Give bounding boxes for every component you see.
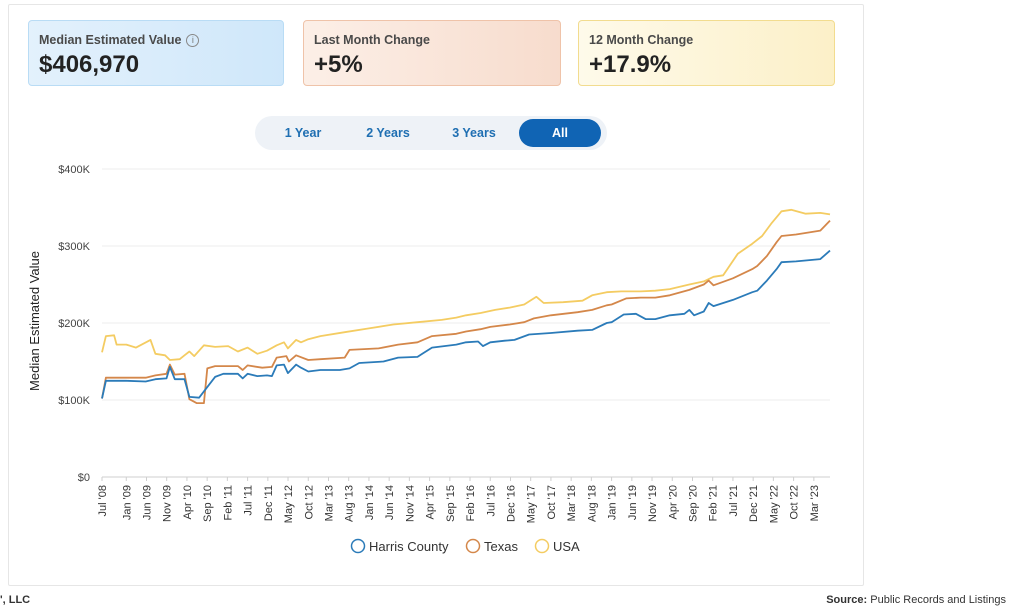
median-value-card: Median Estimated Value i $406,970: [28, 20, 284, 86]
last-month-change-card: Last Month Change +5%: [303, 20, 561, 86]
range-1-year-button[interactable]: 1 Year: [284, 126, 322, 140]
x-tick-label: May '22: [768, 485, 780, 523]
last-month-change-value: +5%: [314, 51, 363, 78]
range-2-years-button[interactable]: 2 Years: [366, 126, 410, 140]
x-tick-label: Oct '12: [303, 485, 315, 520]
footer-credit: ', LLC: [0, 594, 31, 606]
legend-label: Harris County: [369, 539, 449, 554]
x-tick-label: Nov '14: [404, 485, 416, 522]
x-tick-label: Jan '14: [364, 485, 376, 520]
range-all-button[interactable]: All: [519, 119, 601, 147]
x-tick-label: Jul '11: [243, 485, 255, 516]
x-tick-label: May '17: [526, 485, 538, 523]
x-tick-label: Oct '22: [789, 485, 801, 520]
x-tick-label: Oct '17: [546, 485, 558, 520]
x-tick-label: Aug '13: [344, 485, 356, 522]
series-line-harris-county: [101, 249, 831, 399]
x-tick-label: Feb '21: [708, 485, 720, 521]
line-chart: $0 $100K $200K $300K $400K Median Estimated V…: [27, 164, 831, 554]
x-tick-label: Sep '10: [202, 485, 214, 522]
median-value: $406,970: [39, 51, 140, 78]
x-tick-label: Jun '19: [627, 485, 639, 520]
series-line-texas: [101, 219, 831, 404]
x-tick-label: Dec '11: [263, 485, 275, 521]
x-tick-label: Apr '15: [425, 485, 437, 520]
footer-source: Source: Public Records and Listings: [826, 594, 1006, 606]
x-tick-label: Jul '16: [485, 485, 497, 516]
range-3-years-button[interactable]: 3 Years: [452, 126, 496, 140]
x-tick-label: Feb '11: [222, 485, 234, 521]
source-text: Public Records and Listings: [870, 594, 1006, 606]
x-tick-label: Sep '15: [445, 485, 457, 522]
range-toggle: 1 Year 2 Years 3 Years All: [255, 116, 607, 150]
x-tick-label: Mar '18: [566, 485, 578, 521]
x-tick-label: Dec '21: [748, 485, 760, 522]
x-tick-label: Aug '18: [586, 485, 598, 522]
x-tick-label: Jan '19: [607, 485, 619, 520]
twelve-month-change-card: 12 Month Change +17.9%: [578, 20, 835, 86]
legend-label: Texas: [484, 539, 518, 554]
x-tick-label: Jun '09: [142, 485, 154, 520]
median-value-label: Median Estimated Value: [39, 33, 182, 47]
y-axis-label: Median Estimated Value: [27, 251, 42, 391]
x-tick-label: Sep '20: [688, 485, 700, 522]
y-tick-label: $0: [78, 472, 90, 484]
x-tick-label: Feb '16: [465, 485, 477, 521]
source-label: Source:: [826, 594, 868, 606]
info-icon[interactable]: i: [186, 33, 200, 47]
legend-marker: [350, 538, 366, 554]
y-tick-label: $100K: [58, 395, 90, 407]
twelve-month-change-label: 12 Month Change: [589, 33, 694, 47]
y-tick-label: $400K: [58, 164, 90, 176]
twelve-month-change-value: +17.9%: [589, 51, 672, 78]
legend-marker: [465, 538, 481, 554]
x-tick-label: May '12: [283, 485, 295, 523]
last-month-change-label: Last Month Change: [314, 33, 430, 47]
x-tick-label: Jul '08: [97, 485, 109, 516]
chart-panel: [8, 4, 864, 586]
x-tick-label: Jun '14: [384, 485, 396, 520]
x-tick-label: Mar '13: [324, 485, 336, 521]
x-tick-label: Jan '09: [121, 485, 133, 520]
y-tick-label: $300K: [58, 241, 90, 253]
x-tick-label: Jul '21: [728, 485, 740, 516]
x-tick-label: Dec '16: [506, 485, 518, 522]
legend-marker: [534, 538, 550, 554]
x-tick-label: Apr '20: [667, 485, 679, 520]
legend-label: USA: [553, 539, 580, 554]
y-tick-label: $200K: [58, 318, 90, 330]
x-tick-label: Mar '23: [809, 485, 821, 521]
x-tick-label: Apr '10: [182, 485, 194, 520]
x-tick-label: Nov '09: [162, 485, 174, 522]
x-tick-label: Nov '19: [647, 485, 659, 522]
series-line-usa: [101, 208, 831, 361]
